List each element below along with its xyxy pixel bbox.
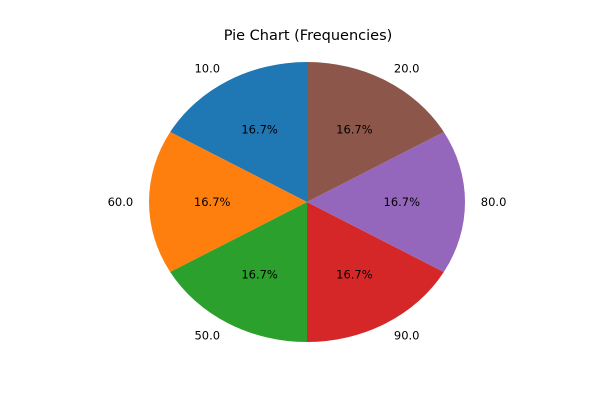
pie-labels: 16.7% 10.0 16.7% 60.0 16.7% 50.0 16.7% 90.0 16.7… xyxy=(108,62,507,343)
slice-category-label: 20.0 xyxy=(394,62,420,76)
slice-percent-label: 16.7% xyxy=(241,122,278,136)
pie-slice-20.0 xyxy=(307,62,444,202)
pie-slices xyxy=(149,62,465,342)
slice-percent-label: 16.7% xyxy=(384,195,421,209)
pie-slice-80.0 xyxy=(307,132,465,272)
slice-percent-label: 16.7% xyxy=(336,122,373,136)
slice-category-label: 10.0 xyxy=(194,62,220,76)
pie-slice-50.0 xyxy=(170,202,307,342)
slice-percent-label: 16.7% xyxy=(194,195,231,209)
slice-category-label: 60.0 xyxy=(108,195,134,209)
pie-slice-90.0 xyxy=(307,202,444,342)
slice-percent-label: 16.7% xyxy=(241,268,278,282)
pie-slice-10.0 xyxy=(170,62,307,202)
slice-category-label: 80.0 xyxy=(481,195,507,209)
slice-percent-label: 16.7% xyxy=(336,268,373,282)
chart-title: Pie Chart (Frequencies) xyxy=(224,28,393,44)
pie-slice-60.0 xyxy=(149,132,307,272)
slice-category-label: 90.0 xyxy=(394,328,420,342)
slice-category-label: 50.0 xyxy=(194,328,220,342)
